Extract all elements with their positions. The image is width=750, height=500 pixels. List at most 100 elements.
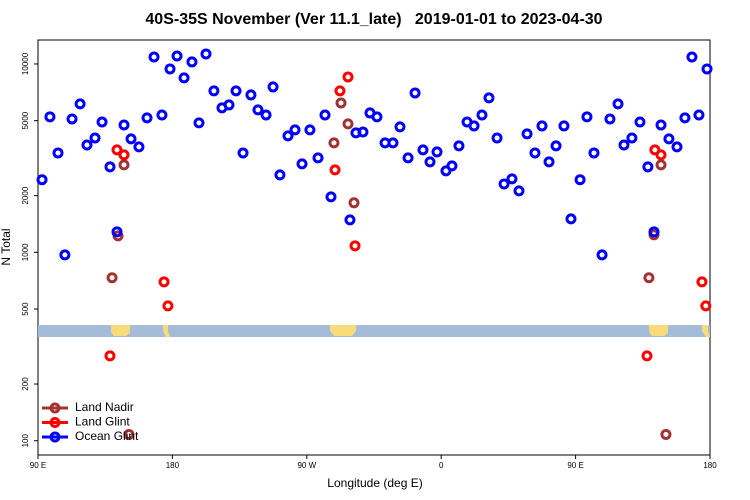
data-point [565, 213, 577, 225]
data-point [660, 428, 672, 440]
data-point [282, 130, 294, 142]
data-point [118, 159, 130, 171]
y-tick-label: 2000 [21, 186, 30, 204]
y-tick-label: 10000 [21, 52, 30, 75]
data-point [655, 159, 667, 171]
data-point [74, 98, 86, 110]
data-point [44, 111, 56, 123]
data-point [296, 158, 308, 170]
x-tick-label: 90 W [297, 461, 316, 470]
data-point [328, 137, 340, 149]
data-point [446, 160, 458, 172]
data-point [162, 300, 174, 312]
data-point [104, 350, 116, 362]
chart-title: 40S-35S November (Ver 11.1_late) 2019-01… [145, 11, 602, 28]
data-point [223, 99, 235, 111]
data-point [237, 147, 249, 159]
data-point [453, 140, 465, 152]
data-point [513, 185, 525, 197]
data-point [334, 85, 346, 97]
legend-label: Land Glint [75, 415, 130, 429]
data-point [106, 272, 118, 284]
data-point [671, 141, 683, 153]
data-point [663, 133, 675, 145]
data-point [186, 56, 198, 68]
data-point [424, 156, 436, 168]
data-point [417, 144, 429, 156]
x-tick-label: 0 [439, 461, 444, 470]
data-point [483, 92, 495, 104]
data-point [344, 214, 356, 226]
data-point [626, 132, 638, 144]
data-point [581, 111, 593, 123]
legend-marker [49, 402, 61, 414]
data-point [325, 191, 337, 203]
data-point [604, 113, 616, 125]
legend-marker [49, 431, 61, 443]
data-point [329, 164, 341, 176]
data-point [156, 109, 168, 121]
data-point [125, 133, 137, 145]
data-point [335, 97, 347, 109]
data-point [158, 276, 170, 288]
data-point [529, 147, 541, 159]
data-point [641, 350, 653, 362]
data-point [431, 146, 443, 158]
y-tick-label: 500 [21, 302, 30, 316]
data-point [111, 226, 123, 238]
y-tick-label: 100 [21, 434, 30, 448]
data-point [394, 121, 406, 133]
data-point [521, 128, 533, 140]
data-point [371, 111, 383, 123]
data-point [260, 109, 272, 121]
data-point [118, 119, 130, 131]
data-point [476, 109, 488, 121]
data-point [267, 81, 279, 93]
data-point [148, 51, 160, 63]
data-point [558, 120, 570, 132]
legend-marker [49, 417, 61, 428]
map-strip [38, 325, 710, 337]
data-point [118, 149, 130, 161]
data-point [319, 109, 331, 121]
data-point [289, 124, 301, 136]
data-point [498, 178, 510, 190]
data-point [686, 51, 698, 63]
data-point [612, 98, 624, 110]
data-point [550, 140, 562, 152]
x-tick-label: 180 [703, 461, 717, 470]
data-point [111, 144, 123, 156]
data-point [200, 48, 212, 60]
data-point [655, 149, 667, 161]
data-point [409, 87, 421, 99]
data-point [387, 137, 399, 149]
data-point [171, 50, 183, 62]
data-point [81, 139, 93, 151]
data-point [133, 141, 145, 153]
data-point [52, 147, 64, 159]
data-point [245, 89, 257, 101]
legend-label: Land Nadir [75, 400, 134, 414]
data-point [230, 85, 242, 97]
data-point [700, 300, 712, 312]
data-point [468, 120, 480, 132]
data-point [89, 132, 101, 144]
data-point [618, 139, 630, 151]
data-point [123, 428, 135, 440]
data-point [342, 71, 354, 83]
data-point [349, 240, 361, 252]
data-point [596, 249, 608, 261]
data-point [96, 116, 108, 128]
data-point [208, 85, 220, 97]
data-point [36, 174, 48, 186]
data-point [648, 226, 660, 238]
x-axis-label: Longitude (deg E) [327, 476, 422, 490]
data-point [274, 169, 286, 181]
plot-frame [37, 39, 711, 456]
data-point [66, 113, 78, 125]
data-point [491, 132, 503, 144]
data-point [104, 161, 116, 173]
data-point [193, 117, 205, 129]
data-point [252, 104, 264, 116]
